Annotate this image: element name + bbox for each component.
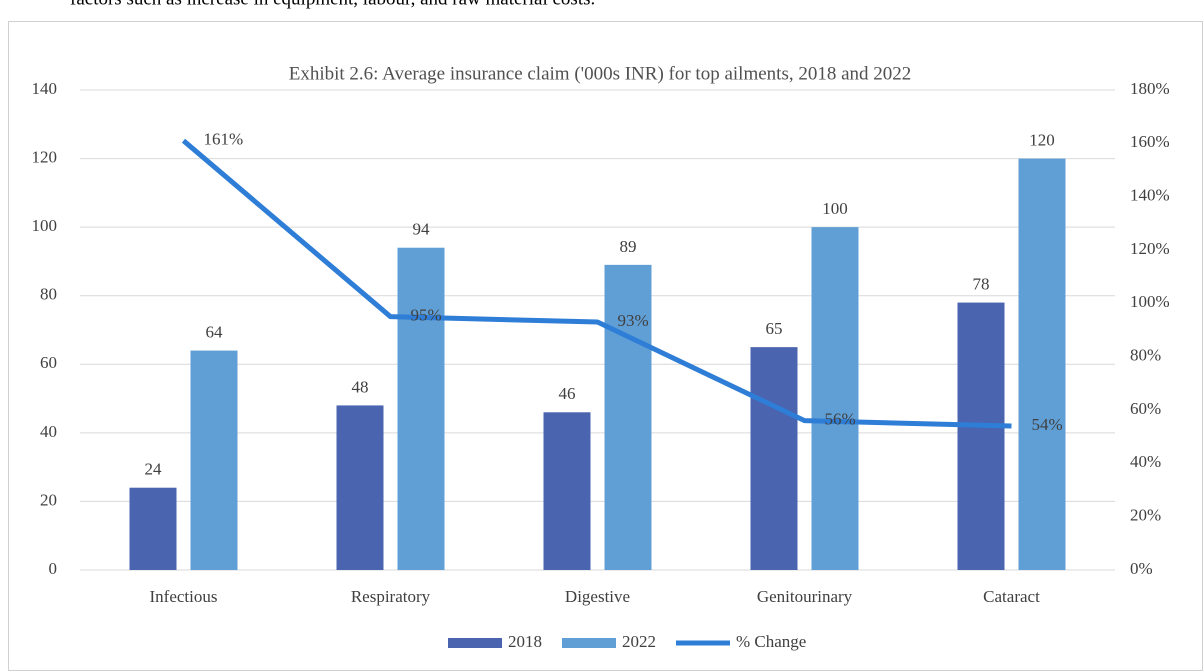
line-value-label: 56% <box>825 410 856 429</box>
legend-swatch <box>448 638 502 648</box>
bar <box>1018 158 1066 571</box>
y2-tick-label: 180% <box>1130 79 1170 98</box>
chart-title: Exhibit 2.6: Average insurance claim ('0… <box>289 63 912 84</box>
y-tick-label: 20 <box>40 490 57 509</box>
bar <box>604 264 652 570</box>
y2-tick-label: 160% <box>1130 132 1170 151</box>
bar <box>129 487 177 570</box>
y2-tick-label: 40% <box>1130 452 1161 471</box>
bar-value-label: 89 <box>620 237 637 256</box>
x-tick-label: Digestive <box>565 587 630 606</box>
line-value-label: 54% <box>1032 415 1063 434</box>
y2-tick-label: 100% <box>1130 292 1170 311</box>
bar-value-label: 94 <box>413 220 431 239</box>
bar-value-label: 78 <box>973 274 990 293</box>
bar-value-label: 120 <box>1029 130 1055 149</box>
legend-swatch <box>562 638 616 648</box>
legend-label: 2022 <box>622 632 656 651</box>
y2-tick-label: 120% <box>1130 239 1170 258</box>
bar-value-label: 100 <box>822 199 848 218</box>
y2-tick-label: 140% <box>1130 186 1170 205</box>
bar <box>543 412 591 570</box>
bar-value-label: 64 <box>206 322 224 341</box>
x-tick-label: Genitourinary <box>757 587 853 606</box>
line-value-label: 95% <box>411 306 442 325</box>
legend-label: % Change <box>736 632 806 651</box>
bar <box>957 302 1005 570</box>
bar-value-label: 65 <box>766 319 783 338</box>
y2-tick-label: 20% <box>1130 506 1161 525</box>
bar <box>336 405 384 570</box>
y2-tick-label: 60% <box>1130 399 1161 418</box>
bar-value-label: 24 <box>145 460 163 479</box>
bar <box>750 347 798 570</box>
y2-tick-label: 0% <box>1130 559 1153 578</box>
line-value-label: 161% <box>204 130 244 149</box>
y-tick-label: 40 <box>40 422 57 441</box>
legend-label: 2018 <box>508 632 542 651</box>
x-tick-label: Infectious <box>150 587 218 606</box>
y-tick-label: 80 <box>40 285 57 304</box>
context-text: factors such as increase in equipment, l… <box>70 0 595 9</box>
x-tick-label: Respiratory <box>351 587 431 606</box>
line-value-label: 93% <box>618 311 649 330</box>
x-tick-label: Cataract <box>983 587 1040 606</box>
bar <box>811 227 859 570</box>
bar-value-label: 46 <box>559 384 576 403</box>
bar <box>397 247 445 570</box>
y2-tick-label: 80% <box>1130 346 1161 365</box>
y-tick-label: 120 <box>32 147 58 166</box>
bar-value-label: 48 <box>352 377 369 396</box>
line <box>181 138 1012 429</box>
bar <box>190 350 238 570</box>
y-tick-label: 0 <box>49 559 58 578</box>
y-tick-label: 140 <box>32 79 58 98</box>
y-tick-label: 60 <box>40 353 57 372</box>
y-tick-label: 100 <box>32 216 58 235</box>
